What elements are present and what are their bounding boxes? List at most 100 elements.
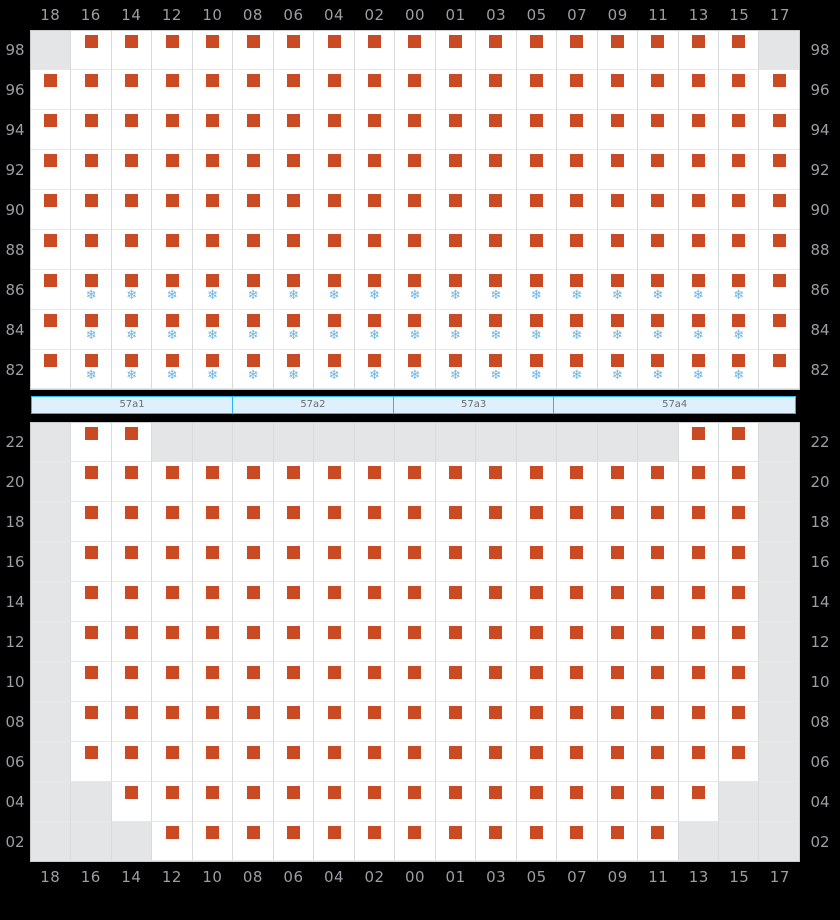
seat-square-icon[interactable] <box>732 314 746 327</box>
seat-square-icon[interactable] <box>772 234 786 247</box>
seat-cell-94-08[interactable] <box>233 110 274 150</box>
seat-square-icon[interactable] <box>367 354 381 367</box>
seat-square-icon[interactable] <box>165 74 179 87</box>
seat-square-icon[interactable] <box>529 546 543 559</box>
seat-square-icon[interactable] <box>610 35 624 48</box>
seat-cell-04-14[interactable] <box>111 782 153 822</box>
seat-cell-88-06[interactable] <box>273 230 315 270</box>
seat-cell-90-08[interactable] <box>233 190 274 230</box>
seat-square-icon[interactable] <box>610 114 624 127</box>
seat-cell-14-03[interactable] <box>476 582 517 622</box>
seat-square-icon[interactable] <box>570 314 584 327</box>
seat-square-icon[interactable] <box>165 466 179 479</box>
seat-square-icon[interactable] <box>732 666 746 679</box>
seat-cell-82-12[interactable]: ❄ <box>152 350 193 389</box>
seat-cell-18-16[interactable] <box>71 502 112 542</box>
seat-square-icon[interactable] <box>165 786 179 799</box>
seat-cell-22-15[interactable] <box>718 423 760 462</box>
seat-square-icon[interactable] <box>529 746 543 759</box>
seat-cell-84-18[interactable] <box>31 310 72 350</box>
seat-square-icon[interactable] <box>125 466 139 479</box>
seat-cell-86-16[interactable]: ❄ <box>71 270 112 310</box>
seat-cell-98-05[interactable] <box>516 31 558 70</box>
seat-cell-84-13[interactable]: ❄ <box>678 310 719 350</box>
seat-cell-84-00[interactable]: ❄ <box>395 310 436 350</box>
seat-square-icon[interactable] <box>732 586 746 599</box>
seat-cell-92-17[interactable] <box>759 150 799 190</box>
seat-square-icon[interactable] <box>529 786 543 799</box>
seat-cell-88-14[interactable] <box>111 230 153 270</box>
seat-cell-20-02[interactable] <box>354 462 396 502</box>
seat-square-icon[interactable] <box>367 626 381 639</box>
seat-cell-82-02[interactable]: ❄ <box>354 350 396 389</box>
seat-cell-92-16[interactable] <box>71 150 112 190</box>
seat-square-icon[interactable] <box>732 114 746 127</box>
seat-cell-06-06[interactable] <box>273 742 315 782</box>
seat-cell-88-04[interactable] <box>314 230 355 270</box>
seat-square-icon[interactable] <box>206 786 220 799</box>
seat-square-icon[interactable] <box>84 314 98 327</box>
seat-cell-92-05[interactable] <box>516 150 558 190</box>
seat-cell-92-08[interactable] <box>233 150 274 190</box>
seat-cell-96-13[interactable] <box>678 70 719 110</box>
seat-square-icon[interactable] <box>206 586 220 599</box>
seat-cell-08-07[interactable] <box>557 702 598 742</box>
seat-cell-04-10[interactable] <box>192 782 234 822</box>
seat-cell-90-06[interactable] <box>273 190 315 230</box>
seat-cell-14-06[interactable] <box>273 582 315 622</box>
seat-cell-12-16[interactable] <box>71 622 112 662</box>
seat-cell-82-15[interactable]: ❄ <box>718 350 760 389</box>
seat-cell-86-13[interactable]: ❄ <box>678 270 719 310</box>
seat-square-icon[interactable] <box>206 826 220 839</box>
seat-square-icon[interactable] <box>448 546 462 559</box>
seat-square-icon[interactable] <box>287 826 301 839</box>
seat-cell-86-18[interactable] <box>31 270 72 310</box>
seat-cell-96-17[interactable] <box>759 70 799 110</box>
seat-cell-08-01[interactable] <box>435 702 477 742</box>
seat-square-icon[interactable] <box>327 466 341 479</box>
seat-cell-08-02[interactable] <box>354 702 396 742</box>
seat-cell-18-00[interactable] <box>395 502 436 542</box>
seat-square-icon[interactable] <box>287 154 301 167</box>
seat-square-icon[interactable] <box>691 626 705 639</box>
seat-square-icon[interactable] <box>165 626 179 639</box>
seat-cell-14-14[interactable] <box>111 582 153 622</box>
seat-square-icon[interactable] <box>691 466 705 479</box>
seat-square-icon[interactable] <box>691 586 705 599</box>
seat-cell-96-01[interactable] <box>435 70 477 110</box>
seat-square-icon[interactable] <box>125 427 139 440</box>
seat-cell-94-15[interactable] <box>718 110 760 150</box>
seat-square-icon[interactable] <box>448 314 462 327</box>
seat-square-icon[interactable] <box>206 666 220 679</box>
seat-square-icon[interactable] <box>206 506 220 519</box>
seat-square-icon[interactable] <box>408 114 422 127</box>
seat-square-icon[interactable] <box>327 666 341 679</box>
seat-square-icon[interactable] <box>287 274 301 287</box>
seat-cell-12-14[interactable] <box>111 622 153 662</box>
seat-square-icon[interactable] <box>84 706 98 719</box>
seat-cell-88-10[interactable] <box>192 230 234 270</box>
seat-cell-04-07[interactable] <box>557 782 598 822</box>
seat-square-icon[interactable] <box>448 194 462 207</box>
seat-cell-90-00[interactable] <box>395 190 436 230</box>
seat-square-icon[interactable] <box>651 35 665 48</box>
seat-cell-14-07[interactable] <box>557 582 598 622</box>
seat-cell-02-00[interactable] <box>395 822 436 861</box>
seat-cell-18-01[interactable] <box>435 502 477 542</box>
seat-cell-12-00[interactable] <box>395 622 436 662</box>
seat-square-icon[interactable] <box>125 586 139 599</box>
seat-square-icon[interactable] <box>448 274 462 287</box>
seat-cell-18-06[interactable] <box>273 502 315 542</box>
seat-cell-98-00[interactable] <box>395 31 436 70</box>
seat-square-icon[interactable] <box>610 826 624 839</box>
seat-square-icon[interactable] <box>772 114 786 127</box>
seat-cell-82-04[interactable]: ❄ <box>314 350 355 389</box>
seat-square-icon[interactable] <box>610 234 624 247</box>
seat-cell-92-02[interactable] <box>354 150 396 190</box>
seat-square-icon[interactable] <box>327 74 341 87</box>
seat-cell-82-03[interactable]: ❄ <box>476 350 517 389</box>
seat-square-icon[interactable] <box>125 706 139 719</box>
seat-square-icon[interactable] <box>651 586 665 599</box>
seat-square-icon[interactable] <box>610 586 624 599</box>
seat-cell-90-14[interactable] <box>111 190 153 230</box>
